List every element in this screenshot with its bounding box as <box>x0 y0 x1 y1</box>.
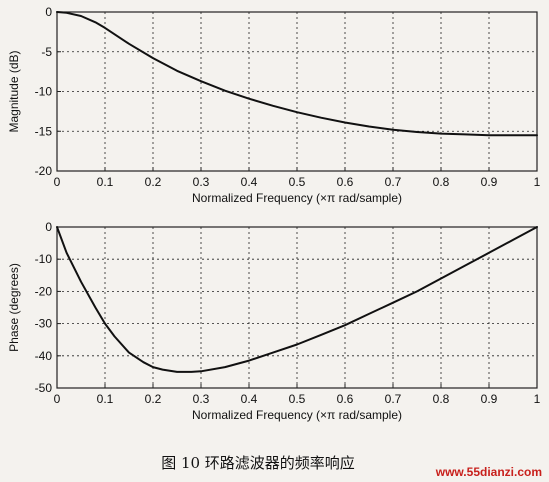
x-tick-label: 1 <box>534 175 541 189</box>
y-tick-label: 0 <box>45 5 52 19</box>
x-axis-label: Normalized Frequency (×π rad/sample) <box>192 408 402 422</box>
x-tick-label: 0.5 <box>289 392 306 406</box>
x-tick-label: 0.7 <box>385 175 402 189</box>
x-tick-label: 0.4 <box>241 392 258 406</box>
x-tick-label: 0.6 <box>337 392 354 406</box>
series-line <box>56 226 538 373</box>
y-axis-label: Magnitude (dB) <box>7 50 21 132</box>
x-tick-label: 0.7 <box>385 392 402 406</box>
x-tick-label: 0.2 <box>145 175 162 189</box>
x-tick-label: 0.9 <box>481 175 498 189</box>
x-tick-label: 0.4 <box>241 175 258 189</box>
y-tick-label: 0 <box>45 220 52 234</box>
phase-plot: 0 0.1 0.2 0.3 0.4 0.5 0.6 0.7 0.8 0.9 1 0 -10 -20 -30 -… <box>7 220 541 422</box>
y-tick-label: -20 <box>35 284 53 298</box>
x-tick-label: 0.1 <box>97 175 114 189</box>
series-line <box>56 11 538 137</box>
x-tick-label: 1 <box>534 392 541 406</box>
x-tick-label: 0.8 <box>433 175 450 189</box>
y-tick-label: -30 <box>35 317 53 331</box>
x-tick-label: 0 <box>54 392 61 406</box>
x-tick-label: 0.6 <box>337 175 354 189</box>
figure-caption: 图 10 环路滤波器的频率响应 <box>161 454 355 472</box>
y-tick-label: -40 <box>35 349 53 363</box>
y-tick-label: -50 <box>35 381 53 395</box>
x-tick-label: 0.3 <box>193 392 210 406</box>
watermark-text: www.55dianzi.com <box>435 465 542 479</box>
y-tick-label: -5 <box>41 45 52 59</box>
x-tick-label: 0.1 <box>97 392 114 406</box>
x-tick-label: 0 <box>54 175 61 189</box>
x-tick-label: 0.5 <box>289 175 306 189</box>
x-tick-label: 0.2 <box>145 392 162 406</box>
x-tick-label: 0.3 <box>193 175 210 189</box>
magnitude-plot: 0 0.1 0.2 0.3 0.4 0.5 0.6 0.7 0.8 0.9 1 0 -5 -10 -15 -2… <box>7 5 541 205</box>
y-tick-label: -20 <box>35 164 53 178</box>
x-axis-label: Normalized Frequency (×π rad/sample) <box>192 191 402 205</box>
x-tick-label: 0.8 <box>433 392 450 406</box>
y-axis-label: Phase (degrees) <box>7 263 21 352</box>
x-tick-label: 0.9 <box>481 392 498 406</box>
y-tick-label: -10 <box>35 85 53 99</box>
y-tick-label: -10 <box>35 252 53 266</box>
y-tick-label: -15 <box>35 124 53 138</box>
